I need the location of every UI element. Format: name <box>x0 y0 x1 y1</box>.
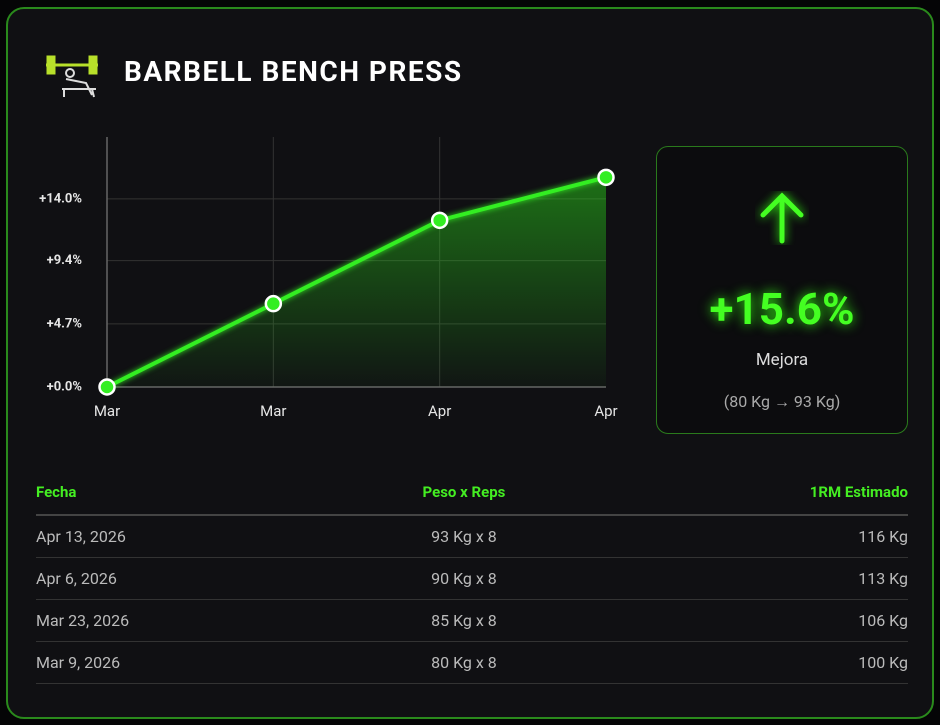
x-tick-label: Apr <box>428 402 451 420</box>
chart: Mar Mar Apr Apr +0.0% +4.7% +9.4% +14.0% <box>39 137 618 420</box>
table-cell: Mar 9, 2026 <box>36 641 333 684</box>
table-row: Mar 23, 2026 85 Kg x 8 106 Kg <box>36 599 908 642</box>
point <box>98 378 116 396</box>
y-tick-label: +14.0% <box>39 191 82 206</box>
summary-value: +15.6% <box>709 283 855 335</box>
history-table: Fecha Peso x Reps 1RM Estimado Apr 13, 2026… <box>36 469 908 684</box>
table-row: Apr 6, 2026 90 Kg x 8 113 Kg <box>36 557 908 600</box>
table-cell: 100 Kg <box>595 641 908 684</box>
summary-detail: (80 Kg → 93 Kg) <box>723 392 841 411</box>
table-row: Apr 13, 2026 93 Kg x 8 116 Kg <box>36 515 908 558</box>
table-cell: 116 Kg <box>595 515 908 558</box>
y-tick-label: +4.7% <box>47 316 83 331</box>
summary-card: +15.6% Mejora (80 Kg → 93 Kg) <box>656 146 908 434</box>
table-cell: Apr 6, 2026 <box>36 557 333 600</box>
table-cell: 90 Kg x 8 <box>332 557 596 600</box>
table-cell: 80 Kg x 8 <box>332 641 596 684</box>
point <box>597 168 615 187</box>
table-cell: Apr 13, 2026 <box>36 515 333 558</box>
table-cell: 93 Kg x 8 <box>332 515 596 558</box>
table-cell: 106 Kg <box>595 599 908 642</box>
y-tick-label: +9.4% <box>47 253 83 268</box>
title: BARBELL BENCH PRESS <box>124 55 463 88</box>
area <box>107 177 606 387</box>
bench-icon <box>46 55 98 98</box>
y-tick-label: +0.0% <box>47 379 83 394</box>
x-tick-label: Apr <box>594 402 617 420</box>
line <box>106 175 607 389</box>
card: BARBELL BENCH PRESS +15.6% Mejora (80 Kg… <box>6 7 934 719</box>
point <box>430 211 449 230</box>
up-arrow <box>760 192 804 244</box>
table-cell: 113 Kg <box>595 557 908 600</box>
column-header: Fecha <box>36 469 333 516</box>
table-cell: Mar 23, 2026 <box>36 599 333 642</box>
x-tick-label: Mar <box>94 402 120 420</box>
column-header: Peso x Reps <box>332 469 596 516</box>
column-header: 1RM Estimado <box>595 469 908 516</box>
table-cell: 85 Kg x 8 <box>332 599 596 642</box>
summary-label: Mejora <box>755 350 809 370</box>
x-tick-label: Mar <box>260 402 286 420</box>
point <box>264 294 283 313</box>
table-row: Mar 9, 2026 80 Kg x 8 100 Kg <box>36 641 908 684</box>
